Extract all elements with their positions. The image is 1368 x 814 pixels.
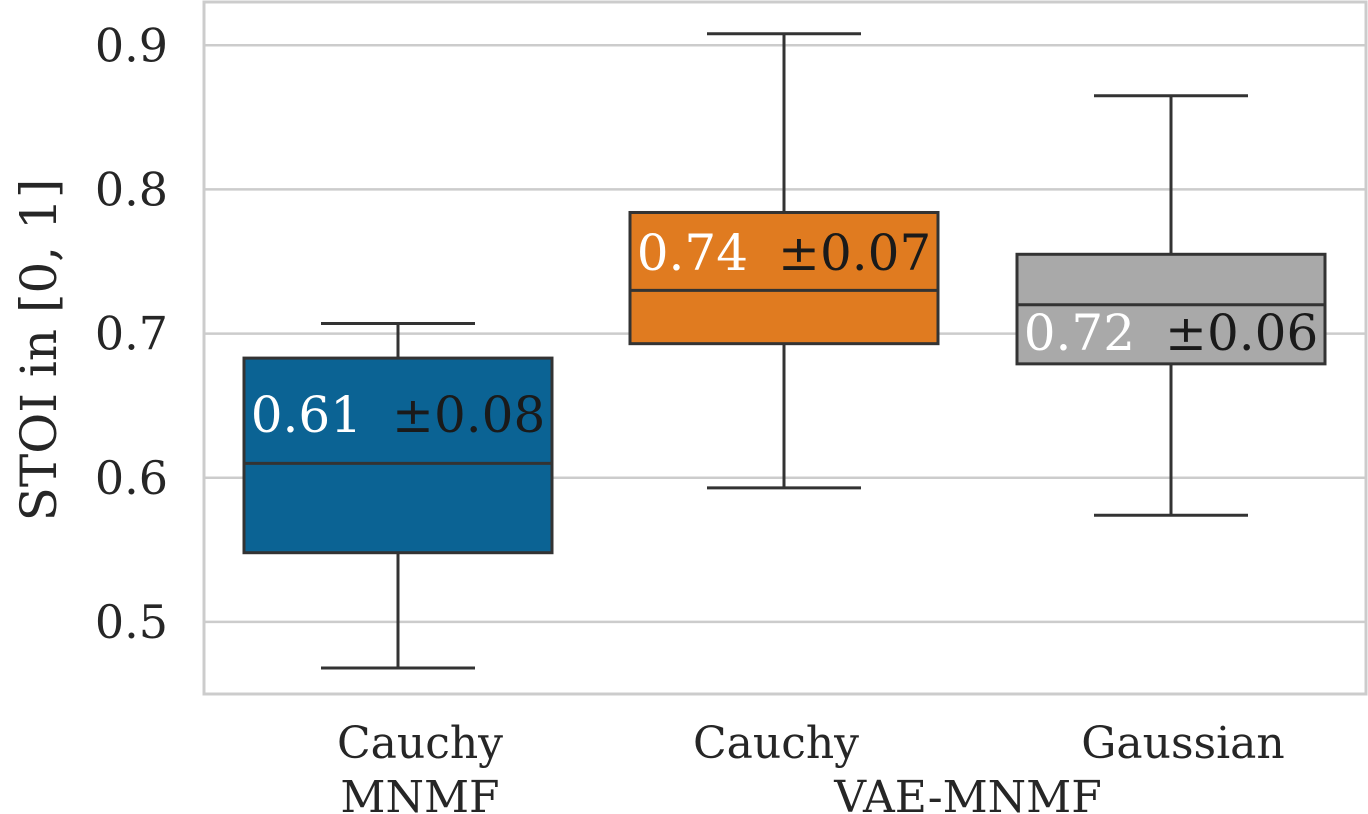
y-tick-labels: 0.5 0.6 0.7 0.8 0.9	[95, 18, 168, 649]
y-tick-label: 0.7	[95, 307, 168, 361]
x-tick-label: Gaussian	[1081, 718, 1285, 769]
box-annotation: 0.72 ±0.06	[1024, 304, 1319, 362]
plot-frame	[202, 0, 1368, 696]
x-tick-labels: Cauchy Cauchy Gaussian	[337, 718, 1285, 769]
std-value: ±0.07	[778, 224, 931, 282]
std-value: ±0.08	[392, 386, 545, 444]
x-tick-label: Cauchy	[337, 718, 503, 769]
box-annotation: 0.61 ±0.08	[251, 386, 546, 444]
iqr-box	[1015, 252, 1327, 366]
y-tick-label: 0.8	[95, 162, 168, 216]
y-axis-label: STOI in [0, 1]	[10, 179, 68, 522]
box-1: 0.61 ±0.08	[242, 321, 554, 670]
group-labels: MNMF VAE-MNMF	[340, 772, 1101, 814]
group-label: MNMF	[340, 772, 499, 814]
box-3: 0.72 ±0.06	[1015, 94, 1327, 517]
box-2: 0.74 ±0.07	[628, 32, 940, 490]
mean-value: 0.72	[1024, 304, 1135, 362]
y-tick-label: 0.5	[95, 595, 168, 649]
iqr-box	[628, 210, 940, 346]
y-tick-label: 0.9	[95, 18, 168, 72]
box-annotation: 0.74 ±0.07	[637, 224, 932, 282]
group-label: VAE-MNMF	[833, 772, 1102, 814]
std-value: ±0.06	[1165, 304, 1318, 362]
boxes: 0.61 ±0.08 0.74 ±0.07 0.72 ±0.06	[242, 32, 1327, 670]
y-tick-label: 0.6	[95, 451, 168, 505]
x-tick-label: Cauchy	[693, 718, 859, 769]
mean-value: 0.74	[637, 224, 748, 282]
mean-value: 0.61	[251, 386, 362, 444]
iqr-box	[242, 356, 554, 555]
